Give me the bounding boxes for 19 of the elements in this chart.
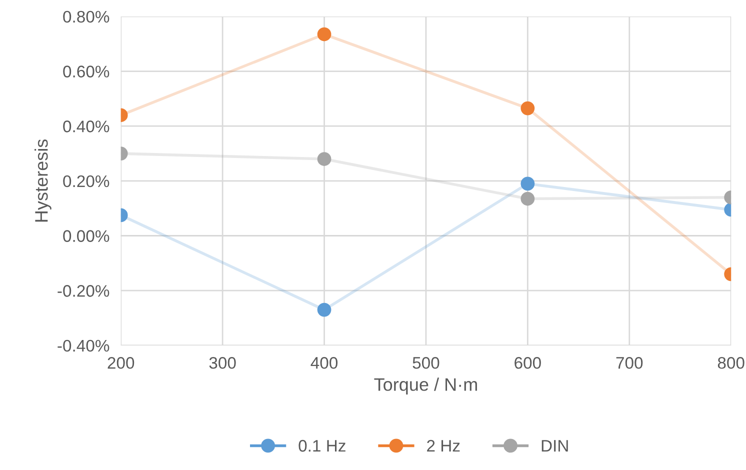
x-tick-label: 700 — [616, 357, 643, 369]
x-axis-title: Torque / N·m — [374, 378, 477, 394]
y-tick-label: -0.20% — [58, 285, 110, 297]
legend-label: 0.1 Hz — [298, 440, 346, 452]
x-tick-label: 300 — [209, 357, 236, 369]
y-tick-label: 0.00% — [63, 230, 110, 242]
legend-label: 2 Hz — [427, 440, 460, 452]
y-tick-label: 0.60% — [63, 66, 110, 78]
x-tick-label: 600 — [514, 357, 541, 369]
x-tick-label: 800 — [718, 357, 744, 369]
y-tick-label: 0.40% — [63, 120, 110, 132]
x-tick-label: 200 — [108, 357, 134, 369]
y-axis-title: Hysteresis — [34, 139, 52, 222]
legend-label: DIN — [542, 440, 568, 452]
y-tick-label: 0.80% — [63, 10, 110, 23]
y-tick-label: -0.40% — [58, 340, 110, 352]
x-tick-label: 400 — [310, 357, 338, 369]
y-tick-label: 0.20% — [63, 175, 110, 188]
x-tick-label: 500 — [412, 357, 440, 369]
